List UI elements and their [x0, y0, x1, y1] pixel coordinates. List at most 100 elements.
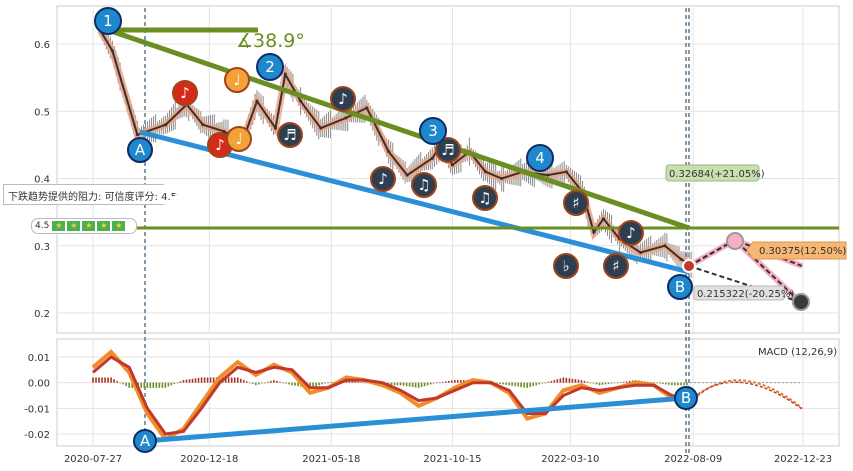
macd-hist-bar — [601, 382, 604, 385]
macd-hist-bar — [650, 382, 652, 383]
note-glyph: ♬ — [441, 141, 454, 159]
macd-hist-bar — [496, 382, 498, 384]
macd-hist-bar — [330, 382, 332, 383]
macd-hist-bar — [354, 381, 357, 383]
macd-hist-bar — [411, 382, 414, 387]
macd-hist-bar — [444, 381, 447, 383]
macd-hist-bar — [568, 378, 571, 383]
macd-hist-bar — [122, 382, 124, 385]
numbered-markers: 1 2 3 4 A B — [94, 7, 693, 300]
macd-hist-bar — [683, 382, 685, 386]
note-glyph: ♩ — [233, 71, 240, 89]
macd-hist-bar — [194, 378, 197, 383]
macd-hist-bar — [619, 382, 622, 383]
macd-hist-bar — [399, 382, 402, 386]
macd-hist-bar — [179, 381, 182, 383]
point-3-label: 3 — [428, 122, 438, 140]
price-point — [450, 163, 454, 167]
macd-hist-bar — [408, 382, 411, 387]
note-marker — [618, 220, 644, 246]
macd-hist-bar — [541, 382, 544, 384]
point-4-marker — [526, 144, 554, 172]
macd-hist-bar — [625, 381, 628, 383]
macd-hist-bar — [230, 377, 233, 383]
macd-hist-bar — [92, 377, 94, 383]
macd-hist-bar — [502, 382, 504, 385]
macd-hist-bar — [553, 380, 556, 383]
price-point — [592, 230, 596, 234]
mid-target-box — [746, 241, 847, 260]
macd-hist-bar — [544, 382, 547, 384]
macd-hist-bar — [435, 382, 438, 384]
macd-hist-bar — [264, 382, 266, 384]
macd-hist-bar — [161, 382, 164, 388]
rating-star-icon: ★ — [52, 221, 66, 231]
note-marker — [172, 80, 198, 106]
macd-hist-bar — [242, 380, 245, 383]
macd-hist-bar — [574, 379, 577, 383]
macd-hist-bar — [460, 380, 462, 383]
macd-hist-bar — [405, 382, 408, 387]
note-glyph: ♪ — [626, 224, 636, 242]
macd-hist-bar — [95, 377, 97, 383]
price-series — [97, 28, 695, 269]
point-4-label: 4 — [535, 149, 545, 167]
macd-hist-bar — [547, 381, 550, 383]
macd-A-label: A — [140, 432, 151, 450]
macd-hist-bar — [294, 382, 296, 386]
note-marker — [553, 253, 579, 279]
macd-hist-bar — [167, 382, 170, 387]
macd-hist-bar — [532, 382, 535, 387]
gridlines — [57, 6, 839, 446]
x-ticks: 2020-07-27 2020-12-18 2021-05-18 2021-10-15… — [64, 454, 832, 465]
macd-hist-bar — [671, 382, 673, 386]
macd-markers: A B — [133, 386, 698, 453]
macd-hist-bar — [200, 377, 203, 383]
note-marker — [277, 122, 303, 148]
macd-hist-bar — [197, 377, 200, 383]
macd-hist-bar — [182, 380, 185, 383]
macd-hist-bar — [686, 382, 688, 386]
down-target-box — [693, 285, 785, 301]
macd-hist-bar — [550, 380, 553, 383]
macd-hist-bar — [556, 379, 559, 383]
note-marker — [563, 190, 589, 216]
x-tick-label: 2022-08-09 — [664, 454, 722, 465]
resistance-trendline — [107, 27, 690, 231]
macd-hist-bar — [523, 382, 525, 388]
price-point — [164, 123, 168, 127]
point-B-label: B — [675, 278, 685, 296]
macd-hist-bar — [279, 381, 281, 383]
note-glyph: ♪ — [338, 90, 348, 108]
macd-hist-bar — [426, 382, 429, 386]
point-B-marker — [667, 274, 693, 300]
note-glyph: ♪ — [215, 136, 225, 154]
x-tick-label: 2022-12-23 — [774, 454, 832, 465]
macd-lines — [91, 349, 803, 442]
macd-A-marker — [133, 429, 157, 453]
macd-hist-bar — [526, 382, 528, 388]
macd-hist-bar — [505, 382, 507, 385]
macd-hist-bar — [258, 382, 260, 385]
point-1-label: 1 — [103, 12, 113, 30]
note-glyph: ♩ — [235, 130, 242, 148]
macd-hist-bar — [441, 381, 444, 383]
macd-hist-bar — [571, 378, 574, 383]
note-glyph: ♫ — [417, 176, 430, 194]
macd-hist-bar — [402, 382, 405, 386]
macd-hist-bar — [360, 382, 363, 383]
macd-hist-bar — [101, 377, 103, 383]
macd-y-ticks: 0.01 0.00 -0.01 -0.02 — [24, 353, 50, 441]
price-point — [222, 129, 226, 133]
macd-hist-bar — [110, 377, 112, 383]
macd-hist-bar — [463, 380, 465, 383]
macd-hist-bar — [233, 377, 236, 383]
macd-hist-bar — [559, 378, 562, 383]
rating-star-icon: ★ — [82, 221, 96, 231]
rating-stars: ★ ★ ★ ★ ★ — [52, 221, 126, 231]
price-tick-label: 0.6 — [34, 40, 50, 51]
macd-hist-bar — [176, 382, 179, 384]
macd-hist-bar — [224, 377, 227, 383]
macd-hist-bar — [659, 382, 661, 384]
